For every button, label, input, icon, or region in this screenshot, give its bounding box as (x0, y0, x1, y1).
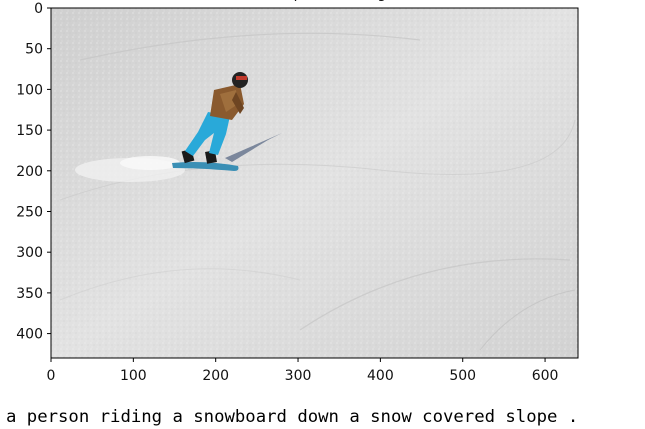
y-tick-label: 350 (16, 286, 43, 302)
y-tick-label: 150 (16, 123, 43, 139)
snowboarder-icon (172, 72, 248, 171)
caption-text: a person riding a snowboard down a snow … (6, 407, 579, 427)
y-tick-label: 0 (34, 1, 43, 17)
x-tick-label: 0 (47, 368, 56, 384)
y-tick-label: 200 (16, 164, 43, 180)
snowboard-photo (51, 8, 578, 358)
rider-pants (185, 112, 230, 156)
figure-title: 'person riding' (290, 0, 390, 2)
x-tick-label: 400 (367, 368, 394, 384)
y-tick-label: 50 (25, 42, 43, 58)
y-tick-label: 100 (16, 82, 43, 98)
y-axis: 0 50 100 150 200 250 300 350 400 (16, 1, 51, 343)
y-tick-label: 400 (16, 327, 43, 343)
x-tick-label: 300 (285, 368, 312, 384)
x-tick-label: 500 (449, 368, 476, 384)
x-tick-label: 200 (202, 368, 229, 384)
y-tick-label: 250 (16, 204, 43, 220)
axes-frame (50, 7, 579, 359)
snowboard (172, 162, 239, 171)
x-tick-label: 600 (532, 368, 559, 384)
rider-shadow (225, 133, 282, 162)
x-tick-label: 100 (120, 368, 147, 384)
x-axis: 0 100 200 300 400 500 600 (47, 358, 559, 384)
y-tick-label: 300 (16, 245, 43, 261)
